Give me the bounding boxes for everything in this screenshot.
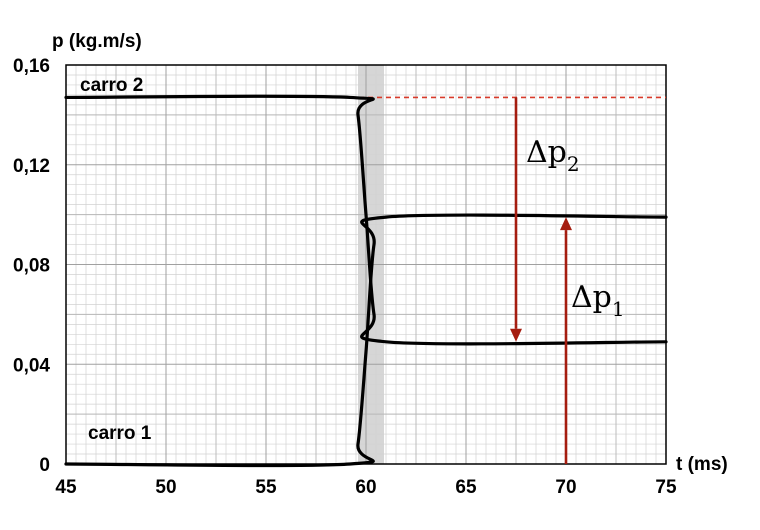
delta-arrow-head-2 [510,328,522,342]
series-label-carro-1: carro 1 [88,423,152,444]
y-tick-label: 0,16 [13,56,50,77]
y-tick-label: 0,08 [13,256,50,277]
series-line-carro-2 [64,94,668,346]
x-tick-label: 70 [555,477,576,498]
x-axis-label: t (ms) [676,454,728,475]
delta-arrows [510,97,572,464]
y-tick-label: 0,04 [13,355,50,376]
delta-arrow-head-1 [560,217,572,231]
series-line-carro-1 [64,213,668,468]
series-label-carro-2: carro 2 [80,75,143,96]
x-tick-label: 50 [155,477,176,498]
x-tick-label: 60 [355,477,376,498]
series-lines [64,94,668,468]
delta-p2-label: Δp2 [526,135,580,176]
x-tick-label: 75 [655,477,677,498]
x-tick-labels: 45 50 55 60 65 70 75 [55,477,677,498]
y-tick-label: 0,12 [13,156,50,177]
y-tick-label: 0 [39,455,50,476]
x-tick-label: 55 [255,477,277,498]
y-axis-label: p (kg.m/s) [52,31,142,52]
delta-p1-label: Δp1 [571,280,625,321]
x-tick-label: 45 [55,477,77,498]
x-tick-label: 65 [455,477,477,498]
y-tick-labels: 0 0,04 0,08 0,12 0,16 [13,56,50,476]
